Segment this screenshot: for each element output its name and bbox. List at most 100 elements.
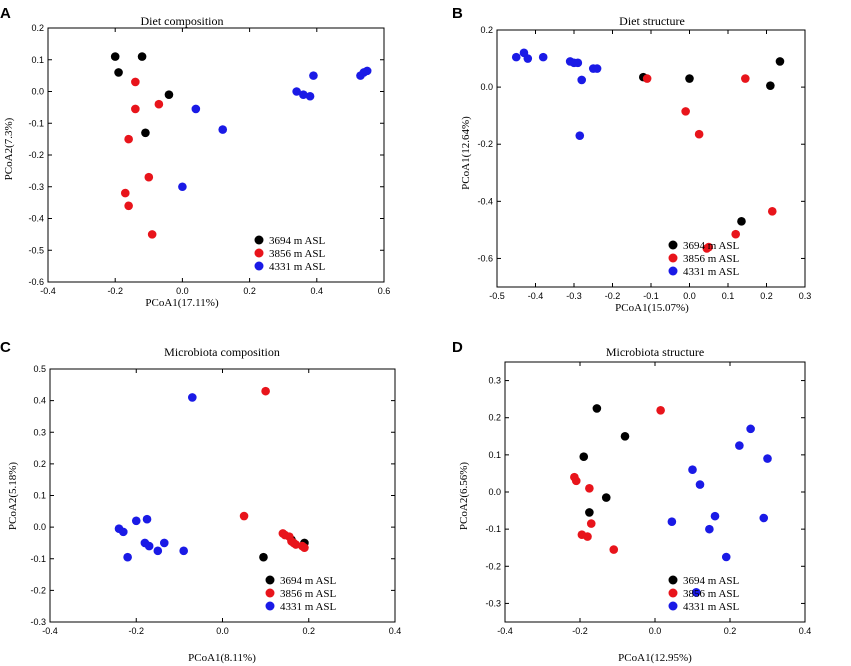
data-point-g1 (114, 68, 123, 77)
data-point-g3 (299, 90, 308, 99)
x-tick-label: 0.3 (799, 291, 812, 301)
x-tick-label: -0.1 (643, 291, 659, 301)
legend-marker-g3 (668, 266, 678, 276)
legend-label: 3856 m ASL (280, 588, 337, 600)
data-point-g2 (767, 207, 777, 216)
data-point-g2 (124, 134, 133, 144)
data-point-g1 (620, 431, 630, 441)
data-point-g2 (681, 107, 690, 116)
y-tick-label: -0.2 (30, 585, 46, 595)
data-point-g1 (685, 74, 694, 83)
data-point-g1 (737, 217, 746, 226)
y-tick-label: 0.3 (33, 427, 46, 437)
y-axis-label: PCoA2(5.18%) (7, 462, 19, 530)
x-tick-label: 0.0 (176, 286, 189, 296)
legend-marker-g3 (265, 601, 275, 611)
x-tick-label: -0.4 (497, 626, 513, 636)
x-tick-label: -0.4 (42, 626, 58, 636)
y-tick-label: 0.3 (488, 376, 501, 386)
data-point-g3 (309, 71, 318, 80)
y-tick-label: 0.0 (31, 87, 44, 97)
data-point-g3 (191, 104, 201, 114)
y-tick-label: -0.2 (485, 561, 501, 571)
data-point-g3 (573, 58, 583, 68)
data-point-g2 (120, 188, 130, 198)
data-point-g1 (592, 404, 602, 413)
x-axis-label: PCoA1(17.11%) (145, 297, 219, 309)
data-point-g2 (261, 386, 270, 396)
data-point-g2 (289, 538, 298, 548)
legend-label: 3694 m ASL (683, 240, 740, 252)
y-tick-label: 0.2 (480, 25, 493, 35)
x-tick-label: 0.4 (311, 286, 324, 296)
data-point-g2 (131, 104, 140, 114)
data-point-g3 (523, 54, 533, 63)
x-tick-label: 0.0 (683, 291, 696, 301)
y-tick-label: 0.2 (33, 459, 46, 469)
data-point-g2 (571, 476, 581, 486)
x-tick-label: 0.4 (799, 626, 812, 636)
y-tick-label: -0.2 (477, 139, 493, 149)
data-point-g1 (585, 508, 594, 517)
legend-label: 4331 m ASL (280, 601, 337, 613)
x-tick-label: -0.2 (572, 626, 588, 636)
data-point-g1 (110, 52, 120, 61)
panel-d: D Microbiota structure PCoA1(12.95%) PCo… (452, 339, 811, 664)
y-tick-label: 0.1 (488, 450, 501, 460)
y-tick-label: 0.0 (488, 487, 501, 497)
data-point-g3 (759, 513, 769, 523)
legend-marker-g3 (668, 601, 678, 611)
data-point-g3 (142, 514, 152, 524)
data-point-g1 (601, 493, 611, 502)
legend-label: 3856 m ASL (269, 248, 326, 260)
data-point-g2 (280, 530, 290, 540)
chart-title: Microbiota structure (606, 345, 704, 359)
data-point-g1 (137, 52, 147, 61)
legend-marker-g1 (668, 575, 678, 585)
data-point-g2 (147, 230, 157, 239)
data-point-g3 (763, 454, 772, 463)
plot-frame (49, 368, 396, 623)
data-point-g3 (735, 441, 744, 450)
legend-marker-g1 (265, 575, 275, 585)
panel-b: B Diet structure PCoA1(15.07%) PCoA1(12.… (452, 5, 811, 314)
data-point-g3 (119, 527, 128, 537)
x-tick-label: 0.2 (243, 286, 256, 296)
x-axis-label: PCoA1(15.07%) (615, 302, 689, 314)
data-point-g3 (721, 552, 731, 562)
legend-marker-g1 (254, 235, 264, 245)
data-point-g3 (688, 465, 697, 475)
data-point-g2 (154, 99, 164, 109)
data-point-g1 (259, 552, 268, 562)
data-point-g3 (705, 524, 714, 534)
y-axis-label: PCoA2(6.56%) (458, 462, 470, 530)
x-tick-label: -0.4 (40, 286, 56, 296)
y-tick-label: 0.0 (480, 82, 493, 92)
legend-label: 3694 m ASL (683, 575, 740, 587)
x-tick-label: 0.2 (302, 626, 315, 636)
data-point-g2 (144, 172, 154, 182)
y-tick-label: 0.1 (31, 55, 44, 65)
y-tick-label: -0.6 (477, 253, 493, 263)
legend-label: 4331 m ASL (683, 266, 740, 278)
data-point-g3 (292, 87, 301, 96)
legend-label: 3694 m ASL (280, 575, 337, 587)
data-point-g3 (575, 131, 585, 140)
data-point-g1 (141, 128, 150, 138)
y-tick-label: -0.1 (485, 524, 501, 534)
data-point-g3 (362, 66, 372, 76)
y-axis-label: PCoA2(7.3%) (3, 117, 15, 180)
legend-label: 3856 m ASL (683, 253, 740, 265)
data-point-g3 (667, 517, 677, 527)
x-tick-label: 0.6 (378, 286, 391, 296)
data-point-g2 (741, 74, 750, 83)
panel-letter-d: D (452, 339, 463, 356)
y-tick-label: -0.3 (30, 617, 46, 627)
data-point-g3 (695, 480, 705, 489)
legend-label: 3856 m ASL (683, 588, 740, 600)
data-point-g1 (766, 81, 775, 90)
data-point-g2 (656, 405, 665, 415)
legend-marker-g2 (254, 248, 264, 258)
plot-frame (47, 27, 385, 283)
